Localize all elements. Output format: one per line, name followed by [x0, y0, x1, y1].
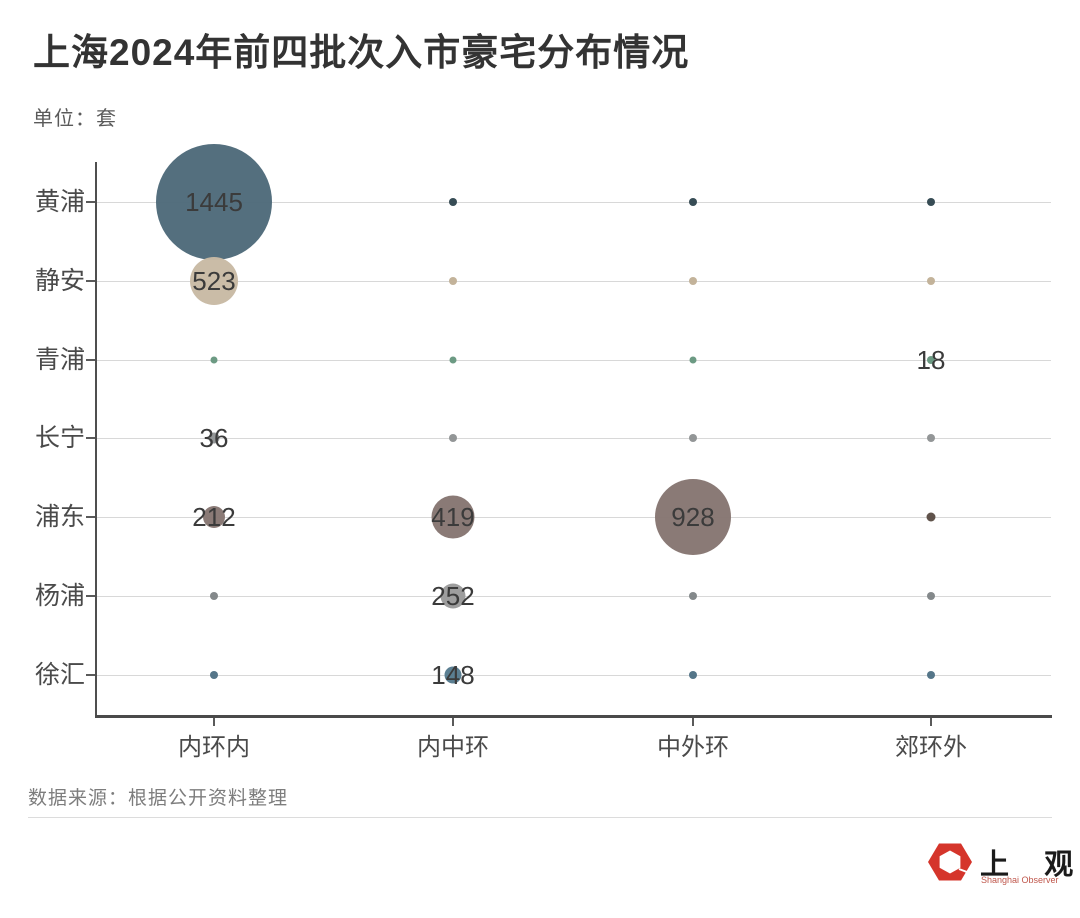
data-bubble — [449, 198, 457, 206]
data-bubble — [689, 277, 697, 285]
data-bubble — [927, 592, 935, 600]
data-bubble — [210, 592, 218, 600]
bubble-value-label: 523 — [192, 266, 236, 296]
x-axis-tick — [692, 717, 694, 726]
data-bubble — [449, 434, 457, 442]
data-bubble — [927, 198, 935, 206]
data-bubble — [440, 583, 466, 609]
grid-line — [95, 359, 1051, 361]
x-axis-tick — [213, 717, 215, 726]
y-axis-tick — [86, 595, 95, 597]
x-axis-tick — [452, 717, 454, 726]
y-axis-line — [95, 162, 97, 715]
footer-divider — [28, 817, 1052, 818]
bubble-value-label: 18 — [916, 345, 946, 375]
y-axis-tick — [86, 516, 95, 518]
data-bubble — [689, 592, 697, 600]
x-axis-label: 中外环 — [657, 734, 729, 761]
grid-line — [95, 201, 1051, 203]
y-axis-label: 浦东 — [34, 503, 85, 531]
bubble-value-label: 252 — [431, 581, 475, 611]
y-axis-label: 徐汇 — [34, 661, 85, 689]
x-axis-label: 内环内 — [178, 734, 250, 761]
page-title: 上海2024年前四批次入市豪宅分布情况 — [33, 32, 690, 73]
data-bubble — [689, 671, 697, 679]
y-axis-tick — [86, 674, 95, 676]
y-axis-tick — [86, 201, 95, 203]
y-axis-label: 静安 — [34, 267, 85, 295]
data-bubble — [449, 356, 457, 364]
grid-line — [95, 516, 1051, 518]
shanghai-observer-logo: 上 观 Shanghai Observer — [928, 841, 1073, 893]
data-bubble — [208, 432, 220, 444]
data-bubble — [689, 356, 697, 364]
data-bubble — [156, 144, 272, 260]
data-bubble — [927, 434, 935, 442]
bubble-value-label: 928 — [671, 502, 715, 532]
grid-line — [95, 437, 1051, 439]
x-axis-label: 内中环 — [417, 734, 489, 761]
source-note: 数据来源：根据公开资料整理 — [28, 788, 289, 809]
bubble-value-label: 148 — [431, 660, 475, 690]
y-axis-label: 黄浦 — [34, 188, 85, 216]
logo-subtitle: Shanghai Observer — [981, 875, 1059, 885]
x-axis-line — [95, 715, 1052, 718]
data-bubble — [444, 666, 462, 684]
y-axis-tick — [86, 280, 95, 282]
grid-line — [95, 280, 1051, 282]
bubble-value-label: 36 — [199, 423, 229, 453]
x-axis-label: 郊环外 — [895, 734, 967, 761]
hexagon-logo-icon — [928, 843, 972, 881]
bubble-value-label: 212 — [192, 502, 236, 532]
unit-label: 单位：套 — [33, 108, 117, 130]
x-axis-tick — [930, 717, 932, 726]
grid-line — [95, 595, 1051, 597]
y-axis-tick — [86, 359, 95, 361]
data-bubble — [927, 277, 935, 285]
y-axis-label: 长宁 — [34, 424, 85, 452]
data-bubble — [927, 671, 935, 679]
data-bubble — [689, 434, 697, 442]
grid-line — [95, 674, 1051, 676]
data-bubble — [210, 356, 218, 364]
y-axis-label: 青浦 — [34, 346, 85, 374]
data-bubble — [449, 277, 457, 285]
data-bubble — [210, 671, 218, 679]
y-axis-label: 杨浦 — [34, 582, 85, 610]
bubble-value-label: 1445 — [185, 187, 243, 217]
data-bubble — [689, 198, 697, 206]
data-bubble — [431, 495, 475, 539]
data-bubble — [926, 512, 936, 522]
y-axis-tick — [86, 437, 95, 439]
data-bubble — [655, 479, 731, 555]
data-bubble — [927, 356, 935, 364]
data-bubble — [203, 506, 225, 528]
data-bubble — [190, 257, 238, 305]
bubble-value-label: 419 — [431, 502, 475, 532]
